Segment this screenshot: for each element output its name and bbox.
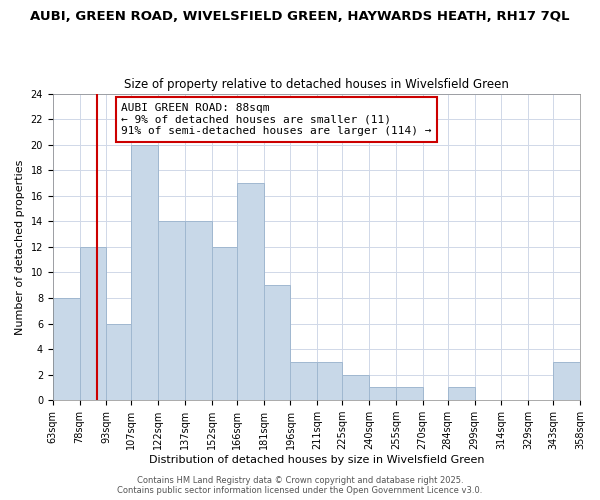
Bar bbox=[212, 247, 237, 400]
Bar bbox=[53, 298, 80, 400]
Bar bbox=[396, 388, 423, 400]
Text: AUBI, GREEN ROAD, WIVELSFIELD GREEN, HAYWARDS HEATH, RH17 7QL: AUBI, GREEN ROAD, WIVELSFIELD GREEN, HAY… bbox=[30, 10, 570, 23]
Bar bbox=[317, 362, 343, 400]
X-axis label: Distribution of detached houses by size in Wivelsfield Green: Distribution of detached houses by size … bbox=[149, 455, 484, 465]
Bar bbox=[448, 388, 475, 400]
Bar bbox=[106, 324, 131, 400]
Bar bbox=[553, 362, 580, 400]
Bar bbox=[343, 374, 369, 400]
Bar bbox=[185, 222, 212, 400]
Bar bbox=[80, 247, 106, 400]
Bar bbox=[131, 144, 158, 400]
Bar bbox=[290, 362, 317, 400]
Text: AUBI GREEN ROAD: 88sqm
← 9% of detached houses are smaller (11)
91% of semi-deta: AUBI GREEN ROAD: 88sqm ← 9% of detached … bbox=[121, 103, 432, 136]
Title: Size of property relative to detached houses in Wivelsfield Green: Size of property relative to detached ho… bbox=[124, 78, 509, 91]
Bar bbox=[158, 222, 185, 400]
Y-axis label: Number of detached properties: Number of detached properties bbox=[15, 159, 25, 334]
Bar bbox=[263, 285, 290, 400]
Bar bbox=[369, 388, 396, 400]
Text: Contains HM Land Registry data © Crown copyright and database right 2025.
Contai: Contains HM Land Registry data © Crown c… bbox=[118, 476, 482, 495]
Bar bbox=[237, 183, 263, 400]
